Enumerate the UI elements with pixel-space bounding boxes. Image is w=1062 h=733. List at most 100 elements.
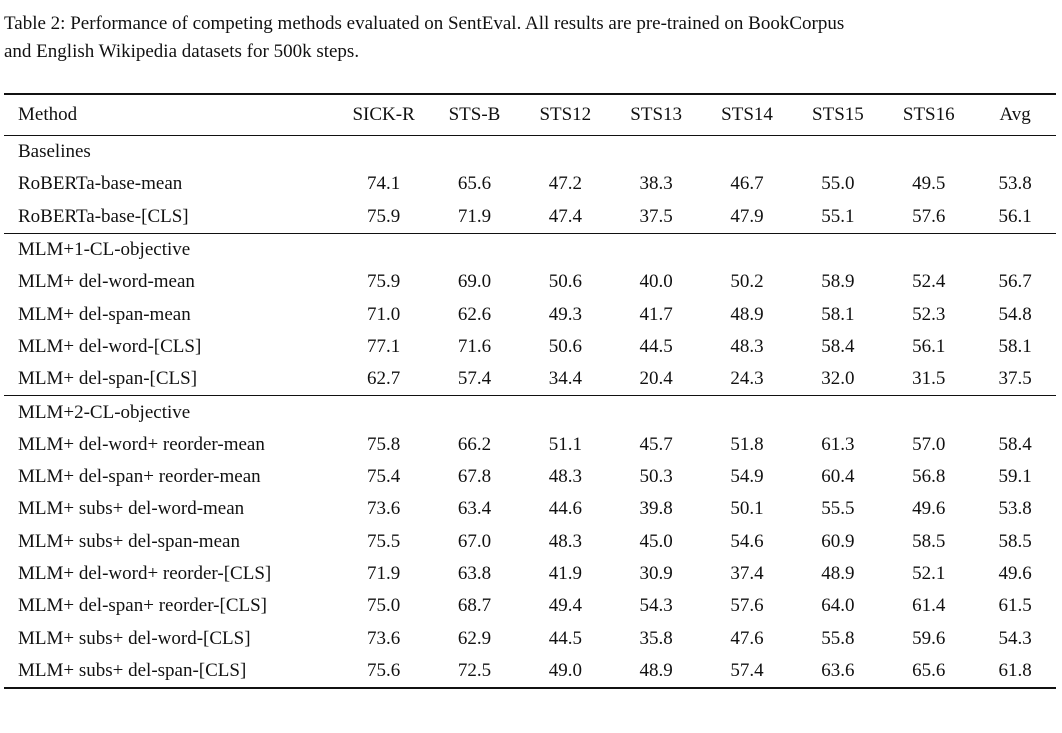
score-cell: 73.6	[366, 498, 401, 520]
score-cell: 48.9	[639, 659, 673, 681]
column-header: Avg	[974, 94, 1056, 136]
score-cell: 55.5	[821, 498, 855, 520]
score-cell: 54.6	[730, 530, 764, 552]
table-row: RoBERTa-base-[CLS] 75.9 71.9 47.4 37.5 47.9 55…	[4, 201, 1056, 234]
score-cell: 31.5	[912, 368, 946, 390]
score-cell: 67.0	[457, 530, 492, 552]
score-cell: 35.8	[639, 627, 673, 649]
score-cell: 55.1	[821, 205, 855, 227]
score-cell: 54.9	[730, 466, 764, 488]
score-cell: 72.5	[457, 659, 492, 681]
table-row: MLM+ subs+ del-word-mean 73.6 63.4 44.6 39.8…	[4, 493, 1056, 525]
score-cell: 67.8	[457, 466, 492, 488]
method-cell: MLM+ del-span-[CLS]	[18, 368, 198, 390]
score-cell: 58.5	[912, 530, 946, 552]
score-cell: 75.0	[366, 595, 401, 617]
score-cell: 54.3	[998, 627, 1032, 649]
group-label: MLM+1-CL-objective	[4, 232, 1056, 267]
score-cell: 32.0	[821, 368, 855, 390]
column-header: STS13	[610, 94, 702, 136]
score-cell: 54.3	[639, 595, 673, 617]
score-cell: 48.9	[821, 563, 855, 584]
score-cell: 34.4	[548, 368, 582, 390]
score-cell: 66.2	[457, 433, 492, 455]
score-cell: 69.0	[457, 271, 492, 293]
score-cell: 46.7	[730, 173, 764, 195]
score-cell: 48.3	[548, 466, 582, 488]
score-cell: 55.0	[821, 173, 855, 195]
method-cell: MLM+ del-word-[CLS]	[18, 335, 202, 357]
score-cell: 50.3	[639, 466, 673, 488]
score-cell: 44.6	[548, 498, 582, 520]
column-header: STS12	[519, 94, 611, 136]
score-cell: 45.7	[639, 433, 673, 455]
score-cell: 44.5	[548, 627, 582, 649]
score-cell: 57.4	[730, 659, 764, 681]
score-cell: 57.6	[912, 205, 946, 227]
score-cell: 58.1	[998, 335, 1032, 357]
score-cell: 64.0	[821, 595, 855, 617]
table-row: MLM+ subs+ del-span-mean 75.5 67.0 48.3 45.0…	[4, 526, 1056, 558]
score-cell: 49.6	[912, 498, 946, 520]
score-cell: 55.8	[821, 627, 855, 649]
score-cell: 47.6	[730, 627, 764, 649]
table-row: MLM+ del-word-mean 75.9 69.0 50.6 40.0 50.2 58…	[4, 266, 1056, 298]
table-caption: Table 2: Performance of competing method…	[4, 10, 1060, 66]
method-cell: MLM+ subs+ del-word-[CLS]	[18, 627, 251, 649]
score-cell: 61.8	[998, 659, 1032, 681]
score-cell: 61.3	[821, 433, 855, 455]
score-cell: 65.6	[457, 173, 492, 195]
table-row: MLM+ del-span+ reorder-[CLS] 75.0 68.7 49.4…	[4, 590, 1056, 622]
score-cell: 50.6	[548, 335, 582, 357]
score-cell: 62.6	[457, 303, 492, 325]
score-cell: 41.7	[639, 303, 673, 325]
score-cell: 20.4	[639, 368, 673, 390]
table-row: RoBERTa-base-mean 74.1 65.6 47.2 38.3 46.7 55.…	[4, 168, 1056, 200]
score-cell: 63.4	[457, 498, 492, 520]
score-cell: 41.9	[548, 563, 582, 584]
column-header: SICK-R	[338, 94, 430, 136]
method-cell: MLM+ del-span+ reorder-mean	[18, 466, 261, 488]
score-cell: 47.9	[730, 205, 764, 227]
score-cell: 75.6	[366, 659, 401, 681]
score-cell: 51.8	[730, 433, 764, 455]
column-header: STS15	[792, 94, 884, 136]
table-row: MLM+ del-span-[CLS] 62.7 57.4 34.4 20.4 24.3 3…	[4, 363, 1056, 396]
score-cell: 58.9	[821, 271, 855, 293]
group-header-row: Baselines	[4, 136, 1056, 169]
table-row: MLM+ del-word+ reorder-[CLS] 71.9 63.8 41.9…	[4, 558, 1056, 590]
score-cell: 56.7	[998, 271, 1032, 293]
score-cell: 45.0	[639, 530, 673, 552]
group-header-row: MLM+2-CL-objective	[4, 395, 1056, 429]
score-cell: 44.5	[639, 335, 673, 357]
score-cell: 74.1	[366, 173, 401, 195]
score-cell: 49.0	[548, 659, 582, 681]
table-row: MLM+ subs+ del-span-[CLS] 75.6 72.5 49.0 48.…	[4, 655, 1056, 688]
score-cell: 48.9	[730, 303, 764, 325]
score-cell: 50.2	[730, 271, 764, 293]
score-cell: 61.5	[998, 595, 1032, 617]
score-cell: 57.0	[912, 433, 946, 455]
score-cell: 52.1	[912, 563, 946, 584]
score-cell: 58.4	[821, 335, 855, 357]
score-cell: 38.3	[639, 173, 673, 195]
score-cell: 56.1	[912, 335, 946, 357]
method-cell: MLM+ del-word-mean	[18, 271, 195, 293]
score-cell: 47.2	[548, 173, 582, 195]
method-cell: MLM+ del-word+ reorder-[CLS]	[18, 563, 272, 584]
group-label: Baselines	[18, 141, 91, 163]
score-cell: 58.1	[821, 303, 855, 325]
score-cell: 59.6	[912, 627, 946, 649]
score-cell: 24.3	[730, 368, 764, 390]
score-cell: 65.6	[912, 659, 946, 681]
score-cell: 53.8	[998, 498, 1032, 520]
score-cell: 77.1	[366, 335, 401, 357]
table-row: MLM+ subs+ del-word-[CLS] 73.6 62.9 44.5 35.…	[4, 622, 1056, 654]
score-cell: 39.8	[639, 498, 673, 520]
score-cell: 54.8	[998, 303, 1032, 325]
score-cell: 60.9	[821, 530, 855, 552]
table-row: MLM+ del-word-[CLS] 77.1 71.6 50.6 44.5 48.3 5…	[4, 331, 1056, 363]
table-body: Baselines RoBERTa-base-mean 74.1 65.6 47.2 38…	[4, 136, 1056, 689]
score-cell: 58.5	[998, 530, 1032, 552]
column-header: Method	[4, 94, 339, 136]
